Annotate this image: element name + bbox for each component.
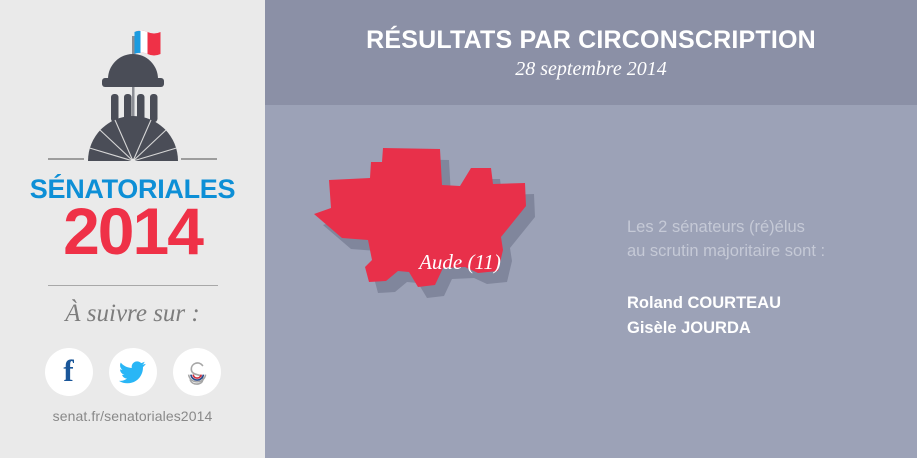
header-band [265, 0, 917, 105]
results-info: Les 2 sénateurs (ré)élus au scrutin majo… [627, 215, 912, 341]
elected-senator: Roland COURTEAU [627, 294, 781, 312]
social-links: f [0, 348, 265, 396]
elected-senator: Gisèle JOURDA [627, 319, 751, 337]
map-aude-shape[interactable] [314, 148, 526, 287]
twitter-button[interactable] [108, 348, 157, 396]
results-intro-line1: Les 2 sénateurs (ré)élus [627, 218, 805, 236]
senat-dome-logo [0, 22, 265, 167]
department-map-svg [314, 148, 535, 298]
senat-dome-logo-svg [87, 30, 178, 164]
senat-s-button[interactable] [172, 348, 221, 396]
sidebar: SÉNATORIALES 2014 À suivre sur : f [0, 0, 265, 458]
brand-title-senatoriales: SÉNATORIALES [29, 174, 236, 204]
brand-title-year: 2014 [63, 194, 204, 268]
site-url[interactable]: senat.fr/senatoriales2014 [52, 408, 213, 424]
page-subtitle: 28 septembre 2014 [515, 58, 667, 80]
facebook-icon: f [63, 352, 74, 388]
elected-senators-list: Roland COURTEAU Gisèle JOURDA [627, 291, 912, 341]
sidebar-divider [48, 285, 218, 286]
logo-rule-left [48, 158, 84, 160]
results-intro: Les 2 sénateurs (ré)élus au scrutin majo… [627, 215, 912, 263]
logo-rule-right [181, 158, 217, 160]
french-flag-icon [134, 30, 160, 56]
facebook-button[interactable]: f [44, 348, 93, 396]
flag-pole [131, 36, 134, 161]
columns [110, 94, 157, 122]
department-map[interactable]: Aude (11) [285, 140, 635, 400]
hemicycle-shape [87, 116, 178, 164]
twitter-icon [119, 360, 146, 383]
dome-base [101, 78, 164, 87]
senat-s-icon [187, 362, 206, 385]
main-panel: RÉSULTATS PAR CIRCONSCRIPTION 28 septemb… [265, 0, 917, 458]
dome-shape [107, 54, 158, 80]
follow-label: À suivre sur : [65, 300, 200, 327]
results-intro-line2: au scrutin majoritaire sont : [627, 242, 826, 260]
page-title: RÉSULTATS PAR CIRCONSCRIPTION [366, 26, 816, 54]
